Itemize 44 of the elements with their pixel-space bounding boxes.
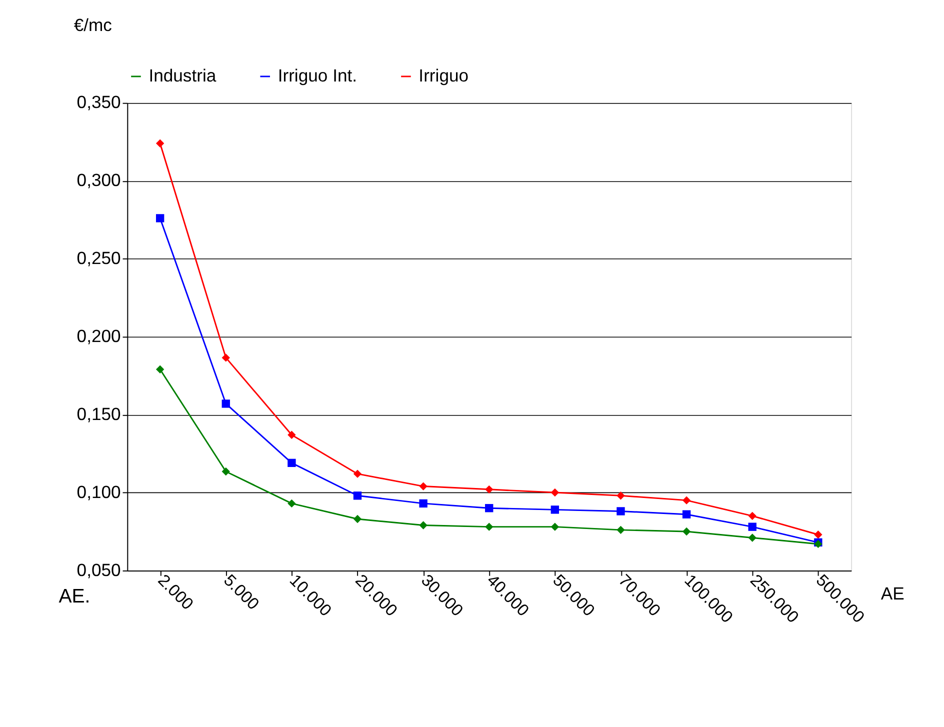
- point: [814, 530, 822, 539]
- point: [353, 492, 362, 500]
- point: [222, 467, 230, 476]
- y-tick-label: 0,200: [76, 326, 122, 346]
- point: [419, 499, 428, 508]
- point: [485, 485, 494, 494]
- point: [616, 507, 625, 516]
- point: [288, 458, 296, 468]
- point: [748, 522, 756, 531]
- point: [550, 506, 560, 514]
- y-tick-label: 0,050: [76, 560, 122, 580]
- y-tick-label: 0,150: [76, 404, 122, 424]
- point: [616, 492, 625, 500]
- point: [222, 400, 230, 408]
- point: [156, 365, 164, 374]
- y-tick-label: 0,250: [76, 248, 122, 268]
- point: [682, 527, 691, 536]
- y-tick-label: 0,100: [76, 482, 122, 502]
- point: [550, 488, 560, 497]
- point: [682, 496, 691, 504]
- y-tick-label: 0,350: [76, 92, 122, 112]
- legend-label: Irriguo: [418, 65, 469, 86]
- point: [419, 482, 428, 490]
- point: [748, 512, 756, 520]
- point: [222, 354, 230, 362]
- point: [550, 522, 560, 531]
- text: AE.: [58, 586, 90, 608]
- point: [748, 534, 756, 542]
- point: [616, 526, 625, 534]
- point: [682, 510, 691, 518]
- point: [485, 522, 494, 531]
- legend-label: Industria: [148, 65, 216, 86]
- point: [419, 521, 428, 530]
- y-axis-title: €/mc: [74, 14, 112, 35]
- point: [353, 514, 362, 524]
- point: [353, 470, 362, 478]
- legend-label: Irriguo Int.: [278, 65, 358, 86]
- point: [288, 430, 296, 439]
- x-axis-title: AE: [880, 583, 904, 604]
- point: [156, 139, 164, 148]
- point: [288, 499, 296, 508]
- y-tick-label: 0,300: [76, 170, 122, 190]
- point: [485, 504, 494, 512]
- point: [156, 214, 164, 222]
